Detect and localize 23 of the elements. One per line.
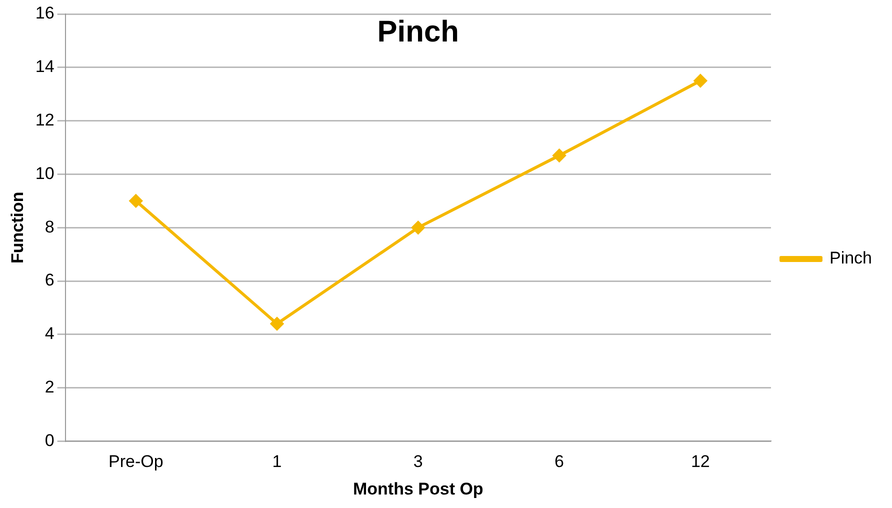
y-tick-label: 4 — [44, 324, 54, 344]
point — [412, 221, 425, 234]
chart-title: Pinch — [377, 15, 459, 48]
point — [129, 194, 142, 208]
x-tick-label: Pre-Op — [108, 452, 164, 472]
y-tick-label: 10 — [35, 164, 54, 183]
y-tick-label: 8 — [44, 217, 54, 236]
legend-label: Pinch — [829, 248, 872, 268]
x-axis-title: Months Post Op — [352, 479, 484, 498]
y-tick-label: 2 — [44, 377, 54, 396]
y-tick-label: 16 — [35, 4, 54, 23]
point — [552, 149, 566, 162]
x-tick-label: 1 — [272, 452, 282, 472]
x-tick-label: 6 — [554, 452, 564, 472]
y-tick-label: 12 — [35, 110, 54, 130]
y-tick-label: 6 — [44, 270, 54, 290]
y-tick-label: 0 — [44, 430, 54, 450]
x-tick-label: 3 — [413, 452, 423, 472]
y-tick-label: 14 — [35, 57, 54, 76]
point — [270, 317, 284, 330]
x-tick-label: 12 — [690, 452, 710, 472]
point — [694, 74, 707, 88]
y-axis-title: Function — [8, 192, 27, 264]
